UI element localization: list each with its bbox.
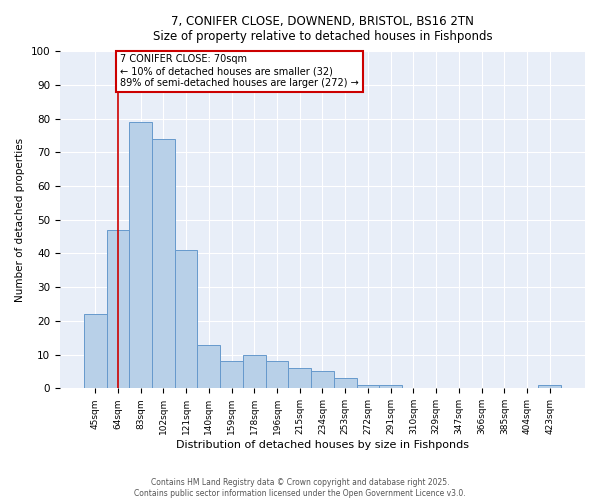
Bar — [84, 314, 107, 388]
Text: Contains HM Land Registry data © Crown copyright and database right 2025.
Contai: Contains HM Land Registry data © Crown c… — [134, 478, 466, 498]
Y-axis label: Number of detached properties: Number of detached properties — [15, 138, 25, 302]
Bar — [334, 378, 356, 388]
Bar — [220, 362, 243, 388]
Bar — [356, 385, 379, 388]
Bar — [289, 368, 311, 388]
Bar — [129, 122, 152, 388]
Bar — [243, 354, 266, 388]
Bar — [266, 362, 289, 388]
Title: 7, CONIFER CLOSE, DOWNEND, BRISTOL, BS16 2TN
Size of property relative to detach: 7, CONIFER CLOSE, DOWNEND, BRISTOL, BS16… — [152, 15, 492, 43]
Bar — [152, 139, 175, 388]
Bar — [175, 250, 197, 388]
Bar — [197, 344, 220, 389]
X-axis label: Distribution of detached houses by size in Fishponds: Distribution of detached houses by size … — [176, 440, 469, 450]
Text: 7 CONIFER CLOSE: 70sqm
← 10% of detached houses are smaller (32)
89% of semi-det: 7 CONIFER CLOSE: 70sqm ← 10% of detached… — [120, 54, 359, 88]
Bar — [538, 385, 561, 388]
Bar — [311, 372, 334, 388]
Bar — [379, 385, 402, 388]
Bar — [107, 230, 129, 388]
